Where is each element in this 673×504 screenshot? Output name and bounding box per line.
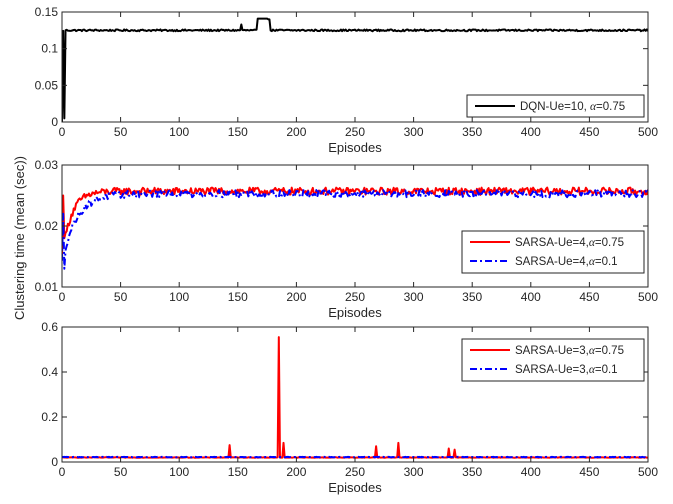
chart-panel-2: 0 50 100 150 200 250 300 350 400 450 500 0.01 0.02 0.… (35, 158, 659, 320)
legend-entry: SARSA-Ue=4,α=0.75 (515, 237, 624, 249)
legend-entry-name: SARSA-Ue=4, (515, 237, 589, 249)
panels: 0 50 100 150 200 250 300 350 400 450 50000.050.10.… (35, 5, 659, 495)
x-axis-label: Episodes (328, 480, 382, 495)
legend-entry-value: =0.1 (595, 256, 618, 268)
x-tick-label: 500 (638, 290, 658, 304)
x-tick-label: 200 (286, 125, 306, 139)
legend-entry-name: SARSA-Ue=4, (515, 256, 589, 268)
legend-box (461, 230, 645, 274)
y-tick-label: 0.6 (41, 320, 58, 334)
x-axis-label: Episodes (328, 140, 382, 155)
legend-entry: SARSA-Ue=3,α=0.75 (515, 345, 624, 357)
legend-entry-value: =0.75 (595, 345, 624, 357)
y-tick-label: 0.03 (35, 158, 59, 172)
x-tick-label: 300 (404, 290, 424, 304)
shared-y-axis-label: Clustering time (mean (sec)) (12, 156, 27, 320)
x-tick-label: 100 (169, 465, 189, 479)
y-tick-label: 0.4 (41, 365, 58, 379)
legend-entry-name: SARSA-Ue=3, (515, 364, 589, 376)
x-tick-label: 300 (404, 465, 424, 479)
x-tick-label: 450 (579, 465, 599, 479)
x-axis-label: Episodes (328, 305, 382, 320)
x-tick-label: 450 (579, 290, 599, 304)
x-tick-label: 0 (59, 290, 66, 304)
legend: DQN-Ue=10, α=0.75 (466, 94, 645, 118)
chart-panel-1: 0 50 100 150 200 250 300 350 400 450 500 0 0.05 0.1 0.… (35, 5, 659, 155)
legend-entry-name: SARSA-Ue=3, (515, 345, 589, 357)
y-tick-label: 0 (51, 115, 58, 129)
x-tick-label: 400 (521, 290, 541, 304)
y-tick-label: 0 (51, 455, 58, 469)
x-tick-label: 250 (345, 465, 365, 479)
x-tick-label: 100 (169, 290, 189, 304)
legend-entry-value: =0.1 (595, 364, 618, 376)
x-tick-label: 200 (286, 290, 306, 304)
x-tick-label: 50 (114, 465, 128, 479)
legend-box (466, 94, 645, 118)
legend-entry: DQN-Ue=10, α=0.75 (520, 101, 625, 113)
x-tick-label: 350 (462, 290, 482, 304)
legend-entry-greek: α (589, 237, 596, 249)
x-tick-label: 150 (228, 465, 248, 479)
legend-entry-name: DQN-Ue=10, (520, 101, 590, 113)
y-tick-label: 0.15 (35, 5, 59, 19)
x-tick-label: 350 (462, 125, 482, 139)
legend-entry: SARSA-Ue=4,α=0.1 (515, 256, 618, 268)
series-line-2-2 (62, 189, 648, 270)
x-tick-label: 50 (114, 290, 128, 304)
x-tick-label: 450 (579, 125, 599, 139)
x-tick-label: 0 (59, 465, 66, 479)
y-tick-label: 0.01 (35, 280, 59, 294)
x-tick-label: 250 (345, 290, 365, 304)
legend-entry-value: =0.75 (596, 101, 625, 113)
y-tick-label: 0.05 (35, 78, 59, 92)
y-tick-label: 0.1 (41, 42, 58, 56)
x-tick-label: 500 (638, 465, 658, 479)
y-tick-label: 0.2 (41, 410, 58, 424)
x-tick-label: 200 (286, 465, 306, 479)
chart-panel-3: 0 50 100 150 200 250 300 350 400 450 500 0 0.2 0.4 0.6… (41, 320, 658, 495)
x-tick-label: 400 (521, 465, 541, 479)
legend-entry-greek: α (589, 256, 596, 268)
legend-entry-greek: α (590, 101, 597, 113)
x-tick-label: 150 (228, 125, 248, 139)
legend-entry-greek: α (589, 345, 596, 357)
series-line-1-1 (62, 17, 648, 123)
legend-entry-greek: α (589, 364, 596, 376)
x-tick-label: 300 (404, 125, 424, 139)
x-tick-label: 350 (462, 465, 482, 479)
legend-entry: SARSA-Ue=3,α=0.1 (515, 364, 618, 376)
x-tick-label: 250 (345, 125, 365, 139)
x-tick-label: 500 (638, 125, 658, 139)
x-tick-label: 100 (169, 125, 189, 139)
legend-entry-value: =0.75 (595, 237, 624, 249)
x-tick-label: 400 (521, 125, 541, 139)
x-tick-label: 150 (228, 290, 248, 304)
legend-box (461, 338, 645, 382)
x-tick-label: 0 (59, 125, 66, 139)
x-tick-label: 50 (114, 125, 128, 139)
y-tick-label: 0.02 (35, 219, 59, 233)
